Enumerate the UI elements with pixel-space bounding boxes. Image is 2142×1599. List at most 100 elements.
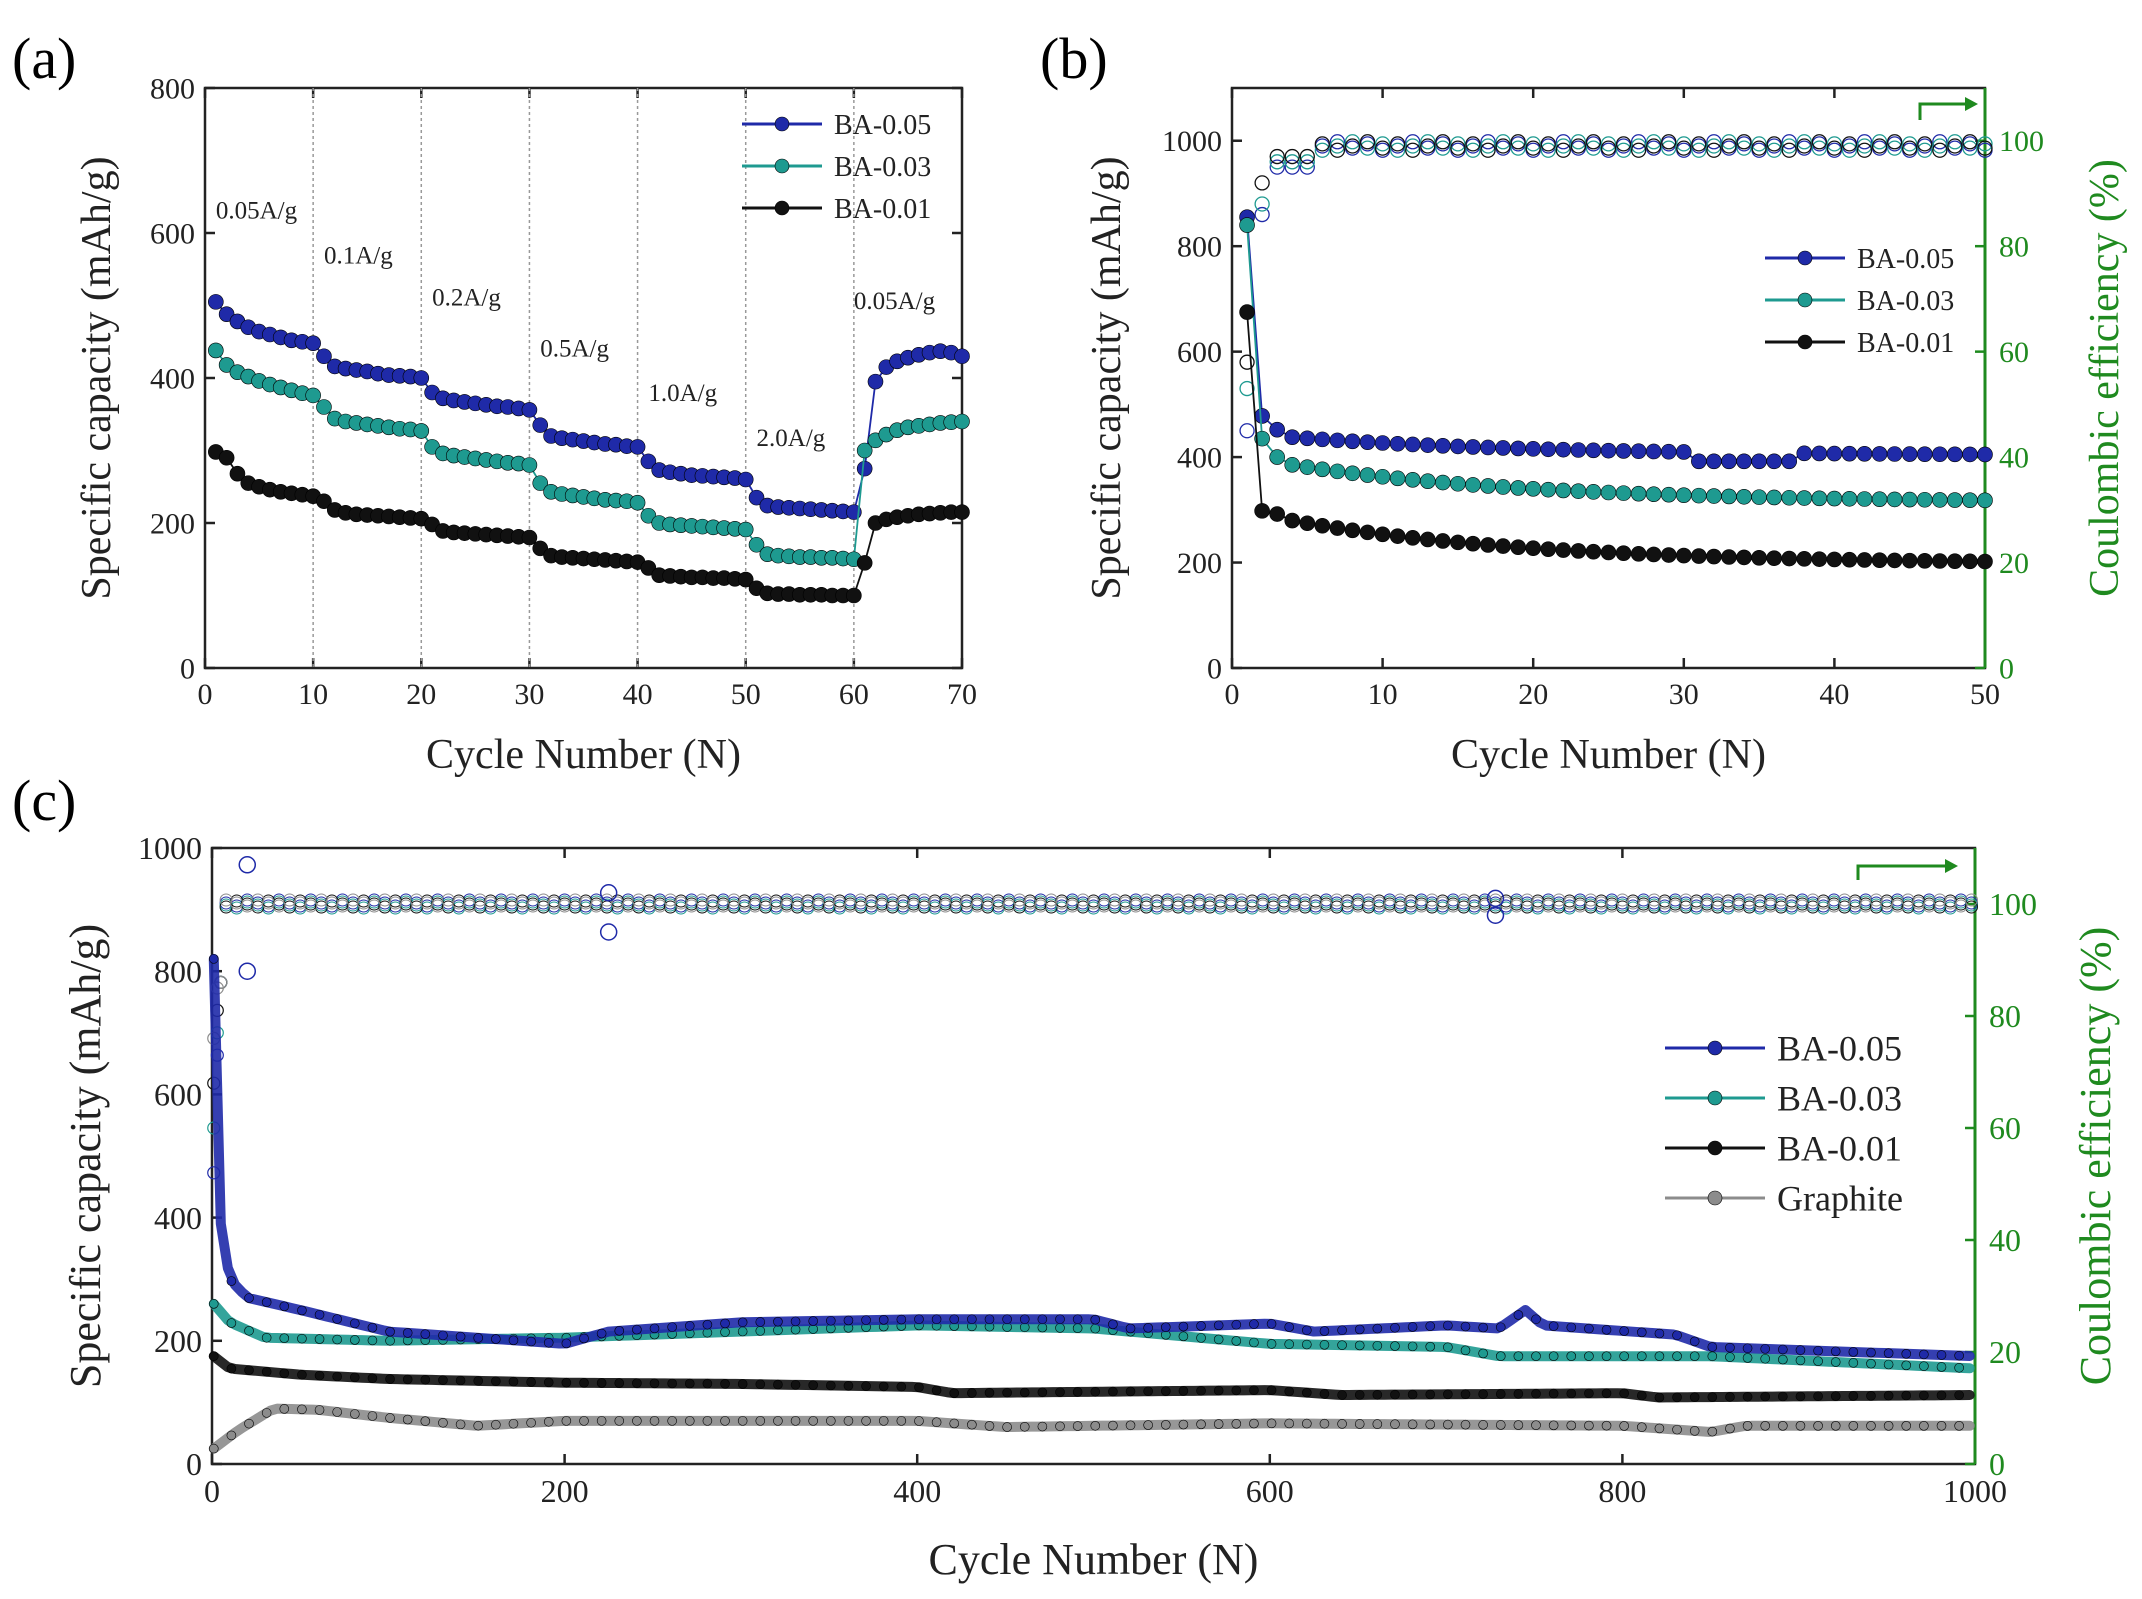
data-point [1072, 1323, 1083, 1334]
efficiency-point [1658, 896, 1672, 910]
data-point [843, 1380, 854, 1391]
efficiency-point [1235, 893, 1249, 907]
axis-arrow [1856, 864, 1945, 880]
data-point [1707, 1342, 1718, 1352]
efficiency-point [1886, 134, 1903, 150]
data-point [1654, 1328, 1665, 1339]
efficiency-point [1880, 896, 1894, 910]
data-point [1721, 488, 1737, 505]
y2-tick-label: 0 [1999, 653, 2014, 686]
data-point [1540, 541, 1557, 557]
efficiency-point [293, 896, 307, 910]
data-point [1425, 1389, 1436, 1400]
efficiency-point [1525, 140, 1541, 156]
efficiency-point [1329, 134, 1346, 150]
data-point [508, 1418, 519, 1429]
efficiency-outlier [1486, 906, 1505, 924]
data-point [1615, 485, 1632, 501]
efficiency-point [1806, 893, 1820, 907]
x-tick-label: 800 [1598, 1473, 1646, 1509]
data-point [1721, 453, 1737, 470]
efficiency-point [1065, 899, 1079, 913]
data-point [526, 1377, 536, 1387]
data-point [1600, 484, 1617, 501]
legend-label: BA-0.01 [1857, 328, 1954, 359]
efficiency-point [1964, 900, 1978, 914]
data-point [790, 1324, 801, 1335]
data-point [208, 1351, 219, 1361]
data-point [1072, 1387, 1083, 1397]
data-point [1160, 1419, 1171, 1430]
efficiency-point [1420, 134, 1436, 150]
efficiency-point [1309, 896, 1323, 910]
data-point [949, 1314, 960, 1325]
efficiency-point [864, 896, 878, 910]
data-point [1443, 1342, 1453, 1353]
data-point [1947, 553, 1963, 569]
data-point [1478, 1322, 1488, 1333]
data-point [1239, 217, 1255, 233]
y2-axis-label: Coulombic efficiency (%) [2071, 927, 2120, 1386]
data-point [1284, 512, 1301, 529]
data-point [1630, 485, 1647, 502]
data-point [261, 1366, 272, 1377]
data-point [508, 1335, 519, 1346]
data-point [1781, 550, 1798, 567]
data-point [1196, 1419, 1206, 1430]
data-point [632, 1378, 642, 1388]
data-point [649, 1378, 660, 1389]
data-point [543, 1416, 554, 1427]
data-point [1299, 515, 1316, 532]
efficiency-point [1404, 896, 1418, 910]
data-point [914, 1416, 924, 1426]
efficiency-point [1691, 142, 1707, 158]
data-point [755, 1379, 766, 1390]
data-point [1531, 1388, 1541, 1399]
data-point [1478, 1389, 1488, 1399]
data-point [1742, 1391, 1753, 1402]
data-point [640, 453, 657, 470]
efficiency-point [589, 899, 603, 913]
efficiency-point [1706, 138, 1722, 154]
data-point [1706, 488, 1722, 504]
data-point [1901, 1360, 1912, 1371]
data-point [1478, 1420, 1488, 1430]
efficiency-point [833, 896, 847, 910]
data-point [667, 1322, 677, 1332]
efficiency-point [1076, 893, 1090, 907]
efficiency-point [1585, 134, 1602, 150]
data-point [1284, 457, 1301, 473]
efficiency-point [674, 896, 688, 910]
x-axis-label: Cycle Number (N) [1451, 732, 1766, 778]
efficiency-point [1781, 134, 1797, 150]
data-point [1495, 1351, 1506, 1361]
efficiency-point [1351, 899, 1365, 913]
efficiency-point [1495, 134, 1511, 150]
data-point [367, 1373, 378, 1384]
efficiency-point [357, 896, 371, 910]
data-point [1570, 442, 1587, 458]
data-point [1871, 552, 1888, 568]
data-point [1495, 538, 1511, 554]
efficiency-point [1637, 899, 1651, 913]
efficiency-point [1359, 134, 1376, 150]
data-point [1249, 1418, 1259, 1429]
data-point [1919, 1421, 1929, 1431]
data-point [967, 1388, 977, 1398]
data-point [720, 1416, 730, 1426]
efficiency-point [1383, 899, 1397, 913]
data-point [1742, 1353, 1753, 1363]
data-point [1513, 1420, 1524, 1430]
efficiency-point [1531, 896, 1545, 910]
data-point [438, 1375, 448, 1385]
data-point [1883, 1390, 1894, 1401]
data-point [1736, 453, 1752, 470]
efficiency-point [1890, 899, 1904, 913]
efficiency-point [1034, 899, 1048, 913]
efficiency-point [1314, 142, 1331, 158]
data-point [1055, 1421, 1065, 1432]
data-point [1645, 546, 1662, 563]
data-point [332, 1371, 342, 1382]
y-tick-label: 600 [1177, 336, 1222, 369]
data-point [279, 1368, 290, 1379]
